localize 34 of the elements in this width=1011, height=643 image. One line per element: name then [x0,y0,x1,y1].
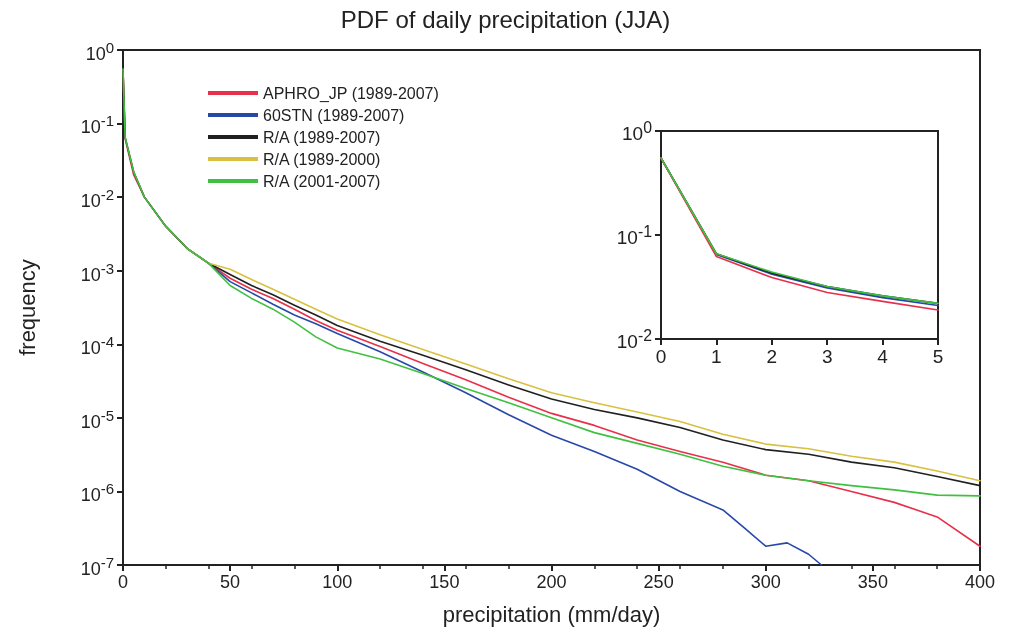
x-axis-title: precipitation (mm/day) [442,601,661,627]
legend-label: 60STN (1989-2007) [263,106,405,124]
y-axis-title: frequency [14,259,40,356]
legend-label: APHRO_JP (1989-2007) [263,84,439,103]
chart-title: PDF of daily precipitation (JJA) [340,5,671,33]
x-tick-label: 150 [429,572,460,592]
x-tick-label: 1 [711,346,722,367]
x-tick-label: 0 [117,572,129,592]
legend-label: R/A (1989-2000) [263,150,381,168]
x-tick-label: 4 [877,346,889,367]
x-tick-label: 0 [655,346,667,367]
y-tick-label: 10$^{-1}$ [616,223,652,251]
x-tick-label: 100 [322,572,353,592]
y-tick-label: 10$^{-4}$ [80,333,114,360]
y-tick-label: 10$^{-7}$ [80,553,114,581]
y-tick-label: 10$^{0}$ [622,119,652,147]
x-tick-label: 350 [857,572,888,592]
y-tick-label: 10$^{-1}$ [80,112,114,139]
y-tick-label: 10$^{-5}$ [80,406,114,434]
y-tick-label: 10$^{-3}$ [80,259,114,287]
legend-label: R/A (2001-2007) [263,172,381,190]
y-tick-label: 10$^{-2}$ [616,327,652,355]
y-tick-label: 10$^{0}$ [85,38,114,66]
x-tick-label: 50 [220,572,241,592]
x-tick-label: 400 [964,572,996,592]
x-tick-label: 3 [821,346,833,367]
x-tick-label: 250 [643,572,674,592]
x-tick-label: 2 [766,346,778,367]
x-tick-label: 5 [932,346,944,367]
x-tick-label: 200 [536,572,567,592]
x-tick-label: 300 [750,572,781,592]
y-tick-label: 10$^{-2}$ [80,185,114,213]
y-tick-label: 10$^{-6}$ [80,480,114,507]
legend-label: R/A (1989-2007) [263,128,381,146]
